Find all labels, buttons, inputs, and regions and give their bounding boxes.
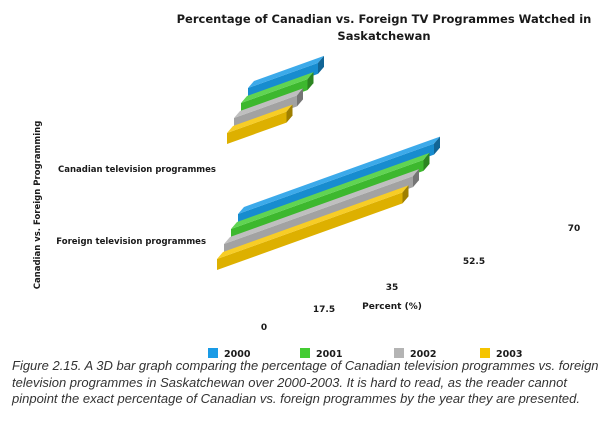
x-tick-label: 35 [386,283,399,293]
figure-caption: Figure 2.15. A 3D bar graph comparing th… [12,358,599,406]
x-tick-label: 0 [261,323,267,333]
y-axis-title: Canadian vs. Foreign Programming [33,121,43,290]
x-tick-label: 52.5 [463,257,485,267]
legend-label: 2002 [410,349,436,360]
category-labels: Canadian television programmes Foreign te… [56,165,216,247]
bars-group [217,55,440,270]
legend-swatch [480,348,490,358]
x-tick-label: 70 [568,224,581,234]
x-tick-label: 17.5 [313,305,335,315]
legend-swatch [300,348,310,358]
legend-label: 2003 [496,349,522,360]
category-label: Canadian television programmes [58,165,216,175]
chart-title-line-2: Saskatchewan [337,29,430,43]
bar-2003-foreign [217,185,409,270]
legend: 2000 2001 2002 2003 [208,348,522,360]
category-label: Foreign television programmes [56,237,206,247]
x-tick-labels: 0 17.5 35 52.5 70 [261,224,580,333]
bar-chart-3d: Percentage of Canadian vs. Foreign TV Pr… [33,12,592,360]
legend-label: 2001 [316,349,342,360]
x-axis-title: Percent (%) [362,302,422,312]
legend-label: 2000 [224,349,251,360]
legend-swatch [208,348,218,358]
legend-swatch [394,348,404,358]
chart-title-line-1: Percentage of Canadian vs. Foreign TV Pr… [177,12,592,26]
bar-2003-canadian [227,104,293,144]
